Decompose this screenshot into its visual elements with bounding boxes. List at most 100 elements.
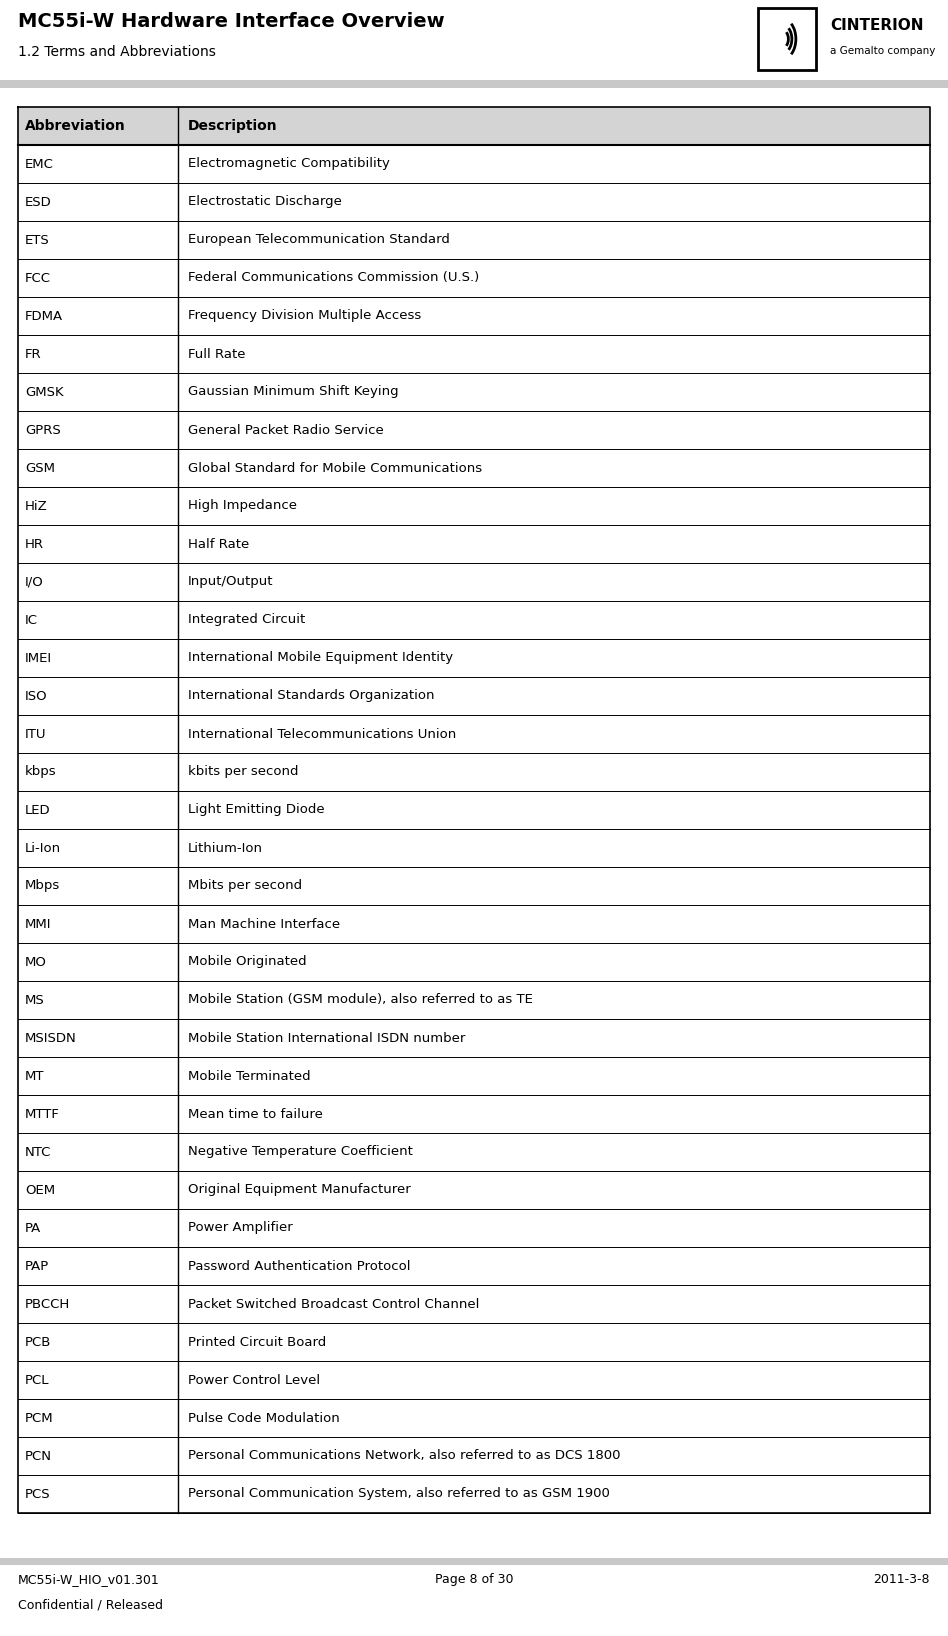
Text: PCL: PCL <box>25 1374 49 1386</box>
Text: Original Equipment Manufacturer: Original Equipment Manufacturer <box>188 1183 410 1196</box>
Text: ISO: ISO <box>25 689 47 702</box>
Text: GPRS: GPRS <box>25 424 61 437</box>
Text: Electrostatic Discharge: Electrostatic Discharge <box>188 195 342 208</box>
Bar <box>18 448 930 488</box>
Text: Password Authentication Protocol: Password Authentication Protocol <box>188 1260 410 1273</box>
Text: IC: IC <box>25 614 38 627</box>
Bar <box>18 942 930 982</box>
Bar <box>18 411 930 448</box>
Text: Light Emitting Diode: Light Emitting Diode <box>188 803 324 816</box>
Text: a Gemalto company: a Gemalto company <box>830 46 936 56</box>
Bar <box>758 8 816 70</box>
Text: ETS: ETS <box>25 234 49 247</box>
Text: kbits per second: kbits per second <box>188 766 299 779</box>
Text: GSM: GSM <box>25 461 55 474</box>
Bar <box>18 1284 930 1324</box>
Bar <box>18 335 930 373</box>
Bar <box>18 373 930 411</box>
Text: International Mobile Equipment Identity: International Mobile Equipment Identity <box>188 651 453 664</box>
Text: PCS: PCS <box>25 1487 50 1500</box>
Text: MO: MO <box>25 955 46 969</box>
Text: PCB: PCB <box>25 1335 51 1348</box>
Text: Federal Communications Commission (U.S.): Federal Communications Commission (U.S.) <box>188 272 480 285</box>
Text: Mobile Station (GSM module), also referred to as TE: Mobile Station (GSM module), also referr… <box>188 993 533 1006</box>
Text: Global Standard for Mobile Communications: Global Standard for Mobile Communication… <box>188 461 483 474</box>
Bar <box>0 1557 948 1566</box>
Bar <box>18 1019 930 1057</box>
Bar <box>18 867 930 905</box>
Text: I/O: I/O <box>25 576 44 589</box>
Text: Mbps: Mbps <box>25 880 61 893</box>
Text: ESD: ESD <box>25 195 52 208</box>
Bar <box>18 1436 930 1476</box>
Bar <box>18 1324 930 1361</box>
Bar <box>18 298 930 335</box>
Text: FCC: FCC <box>25 272 51 285</box>
Text: MS: MS <box>25 993 45 1006</box>
Text: PCM: PCM <box>25 1412 54 1425</box>
Text: High Impedance: High Impedance <box>188 499 297 512</box>
Bar <box>18 600 930 640</box>
Text: Printed Circuit Board: Printed Circuit Board <box>188 1335 326 1348</box>
Text: Gaussian Minimum Shift Keying: Gaussian Minimum Shift Keying <box>188 386 398 399</box>
Text: Lithium-Ion: Lithium-Ion <box>188 841 263 854</box>
Text: PAP: PAP <box>25 1260 49 1273</box>
Bar <box>18 640 930 677</box>
Text: CINTERION: CINTERION <box>830 18 923 33</box>
Bar <box>18 753 930 790</box>
Text: General Packet Radio Service: General Packet Radio Service <box>188 424 384 437</box>
Bar <box>18 1399 930 1436</box>
Text: MMI: MMI <box>25 918 51 931</box>
Text: MT: MT <box>25 1070 45 1083</box>
Text: kbps: kbps <box>25 766 57 779</box>
Text: 2011-3-8: 2011-3-8 <box>873 1572 930 1585</box>
Bar <box>18 221 930 258</box>
Text: FR: FR <box>25 347 42 360</box>
Bar <box>18 106 930 146</box>
Text: Description: Description <box>188 119 278 133</box>
Bar <box>18 1094 930 1134</box>
Text: Full Rate: Full Rate <box>188 347 246 360</box>
Text: Packet Switched Broadcast Control Channel: Packet Switched Broadcast Control Channe… <box>188 1297 480 1310</box>
Bar <box>18 525 930 563</box>
Text: MSISDN: MSISDN <box>25 1032 77 1044</box>
Text: Input/Output: Input/Output <box>188 576 274 589</box>
Text: Mobile Originated: Mobile Originated <box>188 955 306 969</box>
Text: LED: LED <box>25 803 50 816</box>
Text: PA: PA <box>25 1222 42 1235</box>
Text: OEM: OEM <box>25 1183 55 1196</box>
Text: Personal Communication System, also referred to as GSM 1900: Personal Communication System, also refe… <box>188 1487 610 1500</box>
Text: Power Amplifier: Power Amplifier <box>188 1222 293 1235</box>
Text: Frequency Division Multiple Access: Frequency Division Multiple Access <box>188 309 421 322</box>
Bar <box>18 829 930 867</box>
Text: Page 8 of 30: Page 8 of 30 <box>435 1572 513 1585</box>
Bar <box>18 563 930 600</box>
Text: Man Machine Interface: Man Machine Interface <box>188 918 340 931</box>
Text: EMC: EMC <box>25 157 54 170</box>
Text: Mobile Terminated: Mobile Terminated <box>188 1070 311 1083</box>
Text: PCN: PCN <box>25 1449 52 1463</box>
Bar <box>18 982 930 1019</box>
Text: Integrated Circuit: Integrated Circuit <box>188 614 305 627</box>
Text: PBCCH: PBCCH <box>25 1297 70 1310</box>
Text: Half Rate: Half Rate <box>188 538 249 550</box>
Text: MC55i-W_HIO_v01.301: MC55i-W_HIO_v01.301 <box>18 1572 160 1585</box>
Bar <box>18 790 930 829</box>
Text: Electromagnetic Compatibility: Electromagnetic Compatibility <box>188 157 390 170</box>
Text: HR: HR <box>25 538 44 550</box>
Text: Power Control Level: Power Control Level <box>188 1374 320 1386</box>
Text: International Telecommunications Union: International Telecommunications Union <box>188 728 456 741</box>
Bar <box>18 1171 930 1209</box>
Text: Li-Ion: Li-Ion <box>25 841 61 854</box>
Bar <box>0 80 948 88</box>
Text: MTTF: MTTF <box>25 1108 60 1121</box>
Bar <box>18 488 930 525</box>
Text: GMSK: GMSK <box>25 386 64 399</box>
Text: European Telecommunication Standard: European Telecommunication Standard <box>188 234 450 247</box>
Text: Pulse Code Modulation: Pulse Code Modulation <box>188 1412 339 1425</box>
Text: Mobile Station International ISDN number: Mobile Station International ISDN number <box>188 1032 465 1044</box>
Text: 1.2 Terms and Abbreviations: 1.2 Terms and Abbreviations <box>18 46 216 59</box>
Text: Mean time to failure: Mean time to failure <box>188 1108 323 1121</box>
Bar <box>18 183 930 221</box>
Bar <box>18 146 930 183</box>
